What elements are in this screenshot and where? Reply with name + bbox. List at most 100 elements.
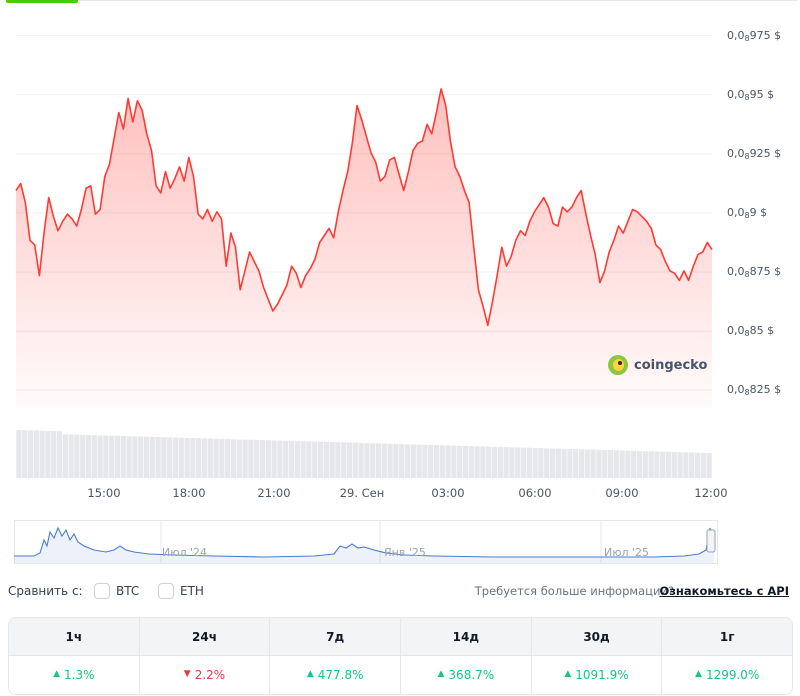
performance-percent: 1091.9% — [575, 668, 629, 682]
navigator-label: Янв '25 — [384, 546, 426, 559]
volume-bar — [671, 452, 677, 478]
volume-bar — [509, 447, 515, 478]
x-tick-label: 03:00 — [431, 486, 465, 500]
caret-up-icon: ▲ — [437, 669, 445, 679]
volume-bar — [283, 440, 289, 478]
volume-bar — [370, 443, 376, 478]
performance-table: 1ч 24ч 7д 14д 30д 1г ▲ 1.3% ▼ 2.2% ▲ 477.8% ▲ 3… — [8, 617, 793, 695]
performance-percent: 1.3% — [64, 668, 95, 682]
compare-eth-label[interactable]: ETH — [180, 584, 204, 598]
range-navigator[interactable] — [14, 520, 718, 564]
volume-bar — [625, 450, 631, 478]
tab-divider — [78, 0, 798, 1]
volume-bar — [642, 451, 648, 478]
volume-bar — [172, 437, 179, 478]
volume-bar — [683, 452, 689, 478]
volume-bar — [439, 445, 445, 478]
performance-column-header: 14д — [401, 618, 532, 655]
volume-bar — [410, 444, 416, 478]
performance-percent: 2.2% — [194, 668, 226, 682]
performance-value: ▲ 477.8% — [270, 655, 402, 694]
watermark-brand: coingecko — [634, 357, 708, 373]
volume-bar — [619, 450, 625, 478]
y-tick-label: 0,08875 $ — [727, 265, 782, 280]
volume-bar — [219, 438, 225, 478]
volume-bar — [596, 449, 602, 478]
volume-bar — [161, 437, 167, 478]
caret-up-icon: ▲ — [564, 669, 572, 679]
volume-bar — [480, 446, 486, 478]
volume-bar — [526, 447, 532, 478]
volume-bar — [138, 436, 144, 478]
volume-bar — [584, 449, 590, 478]
volume-bar — [428, 444, 434, 478]
volume-bar — [613, 450, 619, 478]
volume-bar — [561, 448, 567, 478]
performance-percent: 368.7% — [448, 668, 495, 682]
volume-bar — [364, 443, 370, 478]
compare-eth-checkbox[interactable] — [158, 583, 174, 599]
volume-bar — [497, 446, 503, 478]
y-tick-label: 0,0895 $ — [727, 87, 775, 102]
y-tick-label: 0,08925 $ — [727, 146, 782, 161]
y-tick-label: 0,089 $ — [727, 205, 768, 220]
volume-bar — [196, 438, 202, 478]
volume-bar — [213, 438, 219, 478]
performance-value: ▲ 1091.9% — [531, 655, 663, 694]
volume-bar — [335, 442, 341, 478]
volume-bar — [677, 452, 683, 478]
volume-bar — [329, 442, 335, 478]
volume-bar — [56, 431, 63, 478]
volume-bar — [700, 452, 706, 478]
volume-bar — [33, 430, 39, 478]
volume-bar — [549, 448, 556, 478]
volume-bar — [445, 445, 451, 478]
price-line — [15, 88, 713, 327]
volume-bar — [636, 451, 643, 478]
volume-bar — [190, 438, 196, 478]
volume-bar — [271, 440, 277, 478]
price-chart[interactable] — [0, 0, 800, 510]
volume-bar — [242, 439, 248, 478]
volume-bar — [474, 446, 480, 478]
volume-bar — [16, 430, 22, 478]
volume-bar — [184, 437, 190, 478]
volume-bar — [149, 436, 155, 478]
volume-bar — [468, 446, 474, 478]
performance-header: 1ч 24ч 7д 14д 30д 1г — [9, 618, 792, 655]
volume-bar — [346, 442, 353, 478]
navigator-label: Июл '24 — [162, 546, 208, 559]
volume-bar — [306, 441, 312, 478]
volume-bar — [126, 436, 132, 478]
volume-bars — [16, 430, 712, 478]
navigator-handle[interactable] — [706, 529, 716, 553]
volume-bar — [451, 445, 457, 478]
performance-percent: 477.8% — [317, 668, 364, 682]
volume-bar — [312, 441, 318, 478]
x-tick-label: 18:00 — [172, 486, 206, 500]
volume-bar — [300, 441, 306, 478]
compare-btc-checkbox[interactable] — [94, 583, 110, 599]
volume-bar — [288, 440, 295, 478]
volume-bar — [578, 449, 585, 478]
compare-btc-label[interactable]: BTC — [116, 584, 140, 598]
volume-bar — [567, 449, 573, 478]
api-link[interactable]: Ознакомьтесь с API — [659, 584, 789, 598]
compare-label: Сравнить с: — [8, 584, 83, 598]
y-tick-label: 0,08975 $ — [727, 28, 782, 43]
volume-bar — [358, 442, 364, 478]
volume-bar — [120, 436, 126, 478]
volume-bar — [433, 445, 440, 478]
performance-column-header: 30д — [532, 618, 663, 655]
volume-bar — [323, 441, 329, 478]
volume-bar — [317, 441, 324, 478]
volume-bar — [27, 430, 34, 478]
performance-column-header: 7д — [270, 618, 402, 655]
volume-bar — [375, 443, 382, 478]
x-tick-label: 06:00 — [518, 486, 552, 500]
volume-bar — [387, 443, 393, 478]
volume-bar — [422, 444, 428, 478]
volume-bar — [544, 448, 550, 478]
volume-bar — [248, 439, 254, 478]
volume-bar — [294, 441, 300, 478]
